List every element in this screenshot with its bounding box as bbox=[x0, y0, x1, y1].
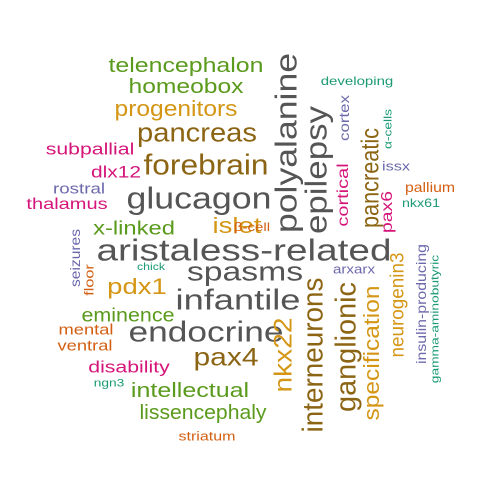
word-forebrain[interactable]: forebrain bbox=[143, 149, 269, 182]
word-developing[interactable]: developing bbox=[320, 74, 394, 88]
word-issx[interactable]: issx bbox=[382, 158, 410, 174]
word-pdx1[interactable]: pdx1 bbox=[107, 274, 167, 299]
word-insulin-producing[interactable]: insulin-producing bbox=[413, 243, 429, 365]
word-pax6[interactable]: pax6 bbox=[379, 191, 396, 233]
word-floor[interactable]: floor bbox=[81, 264, 97, 296]
word-striatum[interactable]: striatum bbox=[178, 428, 236, 444]
word-homeobox[interactable]: homeobox bbox=[128, 76, 244, 98]
word-endocrine[interactable]: endocrine bbox=[128, 316, 284, 349]
word-glucagon[interactable]: glucagon bbox=[126, 180, 272, 216]
word-nkx22[interactable]: nkx22 bbox=[269, 317, 298, 393]
word-progenitors[interactable]: progenitors bbox=[114, 96, 238, 121]
word-interneurons[interactable]: interneurons bbox=[297, 277, 330, 433]
word-ventral[interactable]: ventral bbox=[57, 337, 113, 355]
word-alpha-cells[interactable]: α-cells bbox=[382, 108, 395, 150]
word-arxarx[interactable]: arxarx bbox=[332, 261, 376, 277]
word-subpallial[interactable]: subpallial bbox=[45, 139, 135, 159]
word-cortical[interactable]: cortical bbox=[335, 163, 352, 227]
word-telencephalon[interactable]: telencephalon bbox=[108, 55, 264, 77]
word-mental[interactable]: mental bbox=[58, 321, 114, 339]
word-epilepsy[interactable]: epilepsy bbox=[298, 106, 334, 234]
word-spasms[interactable]: spasms bbox=[186, 256, 304, 287]
word-x-linked[interactable]: x-linked bbox=[93, 218, 175, 240]
word-pallium[interactable]: pallium bbox=[405, 179, 455, 195]
word-disability[interactable]: disability bbox=[88, 357, 170, 377]
word-ganglionic[interactable]: ganglionic bbox=[330, 282, 363, 412]
word-rostral[interactable]: rostral bbox=[52, 180, 106, 198]
word-dlx12[interactable]: dlx12 bbox=[91, 162, 141, 182]
word-cortex[interactable]: cortex bbox=[336, 94, 352, 142]
word-eminence[interactable]: eminence bbox=[81, 305, 175, 327]
word-specification[interactable]: specification bbox=[359, 285, 384, 421]
word-nkx61[interactable]: nkx61 bbox=[402, 196, 440, 210]
word-lissencephaly[interactable]: lissencephaly bbox=[139, 402, 267, 424]
word-beta-cell[interactable]: β-cell bbox=[233, 220, 271, 234]
word-chick[interactable]: chick bbox=[137, 262, 165, 273]
word-islet[interactable]: islet bbox=[212, 213, 262, 238]
word-pax4[interactable]: pax4 bbox=[193, 343, 259, 372]
word-infantile[interactable]: infantile bbox=[175, 284, 301, 317]
word-ngn3[interactable]: ngn3 bbox=[93, 377, 125, 390]
word-aristaless-related[interactable]: aristaless-related bbox=[96, 232, 392, 268]
word-polyalanine[interactable]: polyalanine bbox=[268, 52, 304, 234]
word-neurogenin3[interactable]: neurogenin3 bbox=[387, 252, 409, 358]
word-intellectual[interactable]: intellectual bbox=[130, 380, 250, 402]
word-gamma-aminobutyric[interactable]: gamma-aminobutyric bbox=[429, 254, 442, 384]
word-thalamus[interactable]: thalamus bbox=[26, 196, 108, 213]
word-seizures[interactable]: seizures bbox=[67, 229, 83, 287]
word-pancreas[interactable]: pancreas bbox=[137, 117, 257, 148]
